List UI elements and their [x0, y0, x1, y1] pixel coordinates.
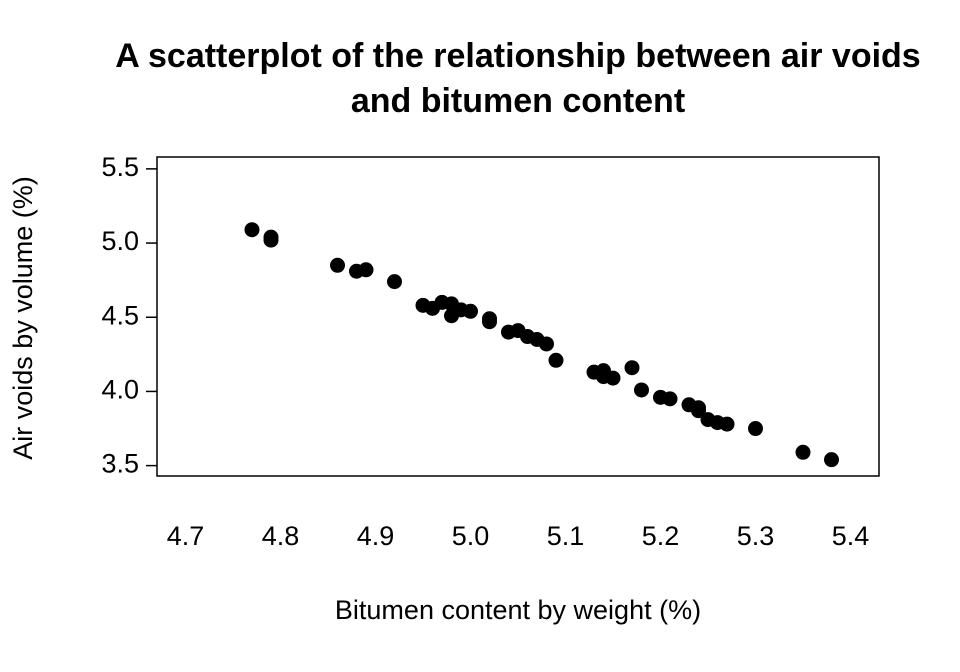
point: [719, 416, 735, 432]
y-axis-label: Air voids by volume (%): [8, 176, 38, 460]
point: [824, 452, 839, 468]
y-tick-label: 4.0: [101, 375, 139, 405]
point: [244, 222, 260, 238]
chart-title: and bitumen content: [351, 82, 685, 120]
y-tick-label: 5.5: [101, 152, 139, 182]
x-tick-label: 5.4: [832, 521, 870, 551]
x-tick-label: 4.7: [167, 521, 205, 551]
x-tick-label: 5.2: [642, 521, 680, 551]
y-tick-label: 5.0: [101, 226, 139, 256]
point: [624, 360, 640, 376]
point: [605, 370, 621, 386]
point: [358, 262, 374, 278]
point: [387, 274, 402, 290]
chart-title: A scatterplot of the relationship betwee…: [115, 37, 920, 75]
point: [691, 403, 706, 419]
x-tick-label: 5.1: [547, 521, 585, 551]
point: [263, 232, 279, 248]
x-tick-label: 4.8: [262, 521, 300, 551]
point: [662, 391, 678, 407]
point: [795, 444, 811, 460]
x-tick-label: 4.9: [357, 521, 395, 551]
plot-box: [156, 156, 880, 477]
point: [634, 382, 649, 398]
x-axis-label: Bitumen content by weight (%): [335, 595, 701, 625]
x-tick-label: 5.0: [452, 521, 490, 551]
x-tick-label: 5.3: [737, 521, 775, 551]
point: [539, 336, 554, 352]
point: [463, 303, 478, 319]
point: [548, 352, 564, 368]
point: [482, 314, 497, 330]
point: [330, 257, 345, 273]
y-tick-label: 3.5: [101, 449, 139, 479]
point: [748, 421, 763, 437]
y-tick-label: 4.5: [101, 300, 139, 330]
